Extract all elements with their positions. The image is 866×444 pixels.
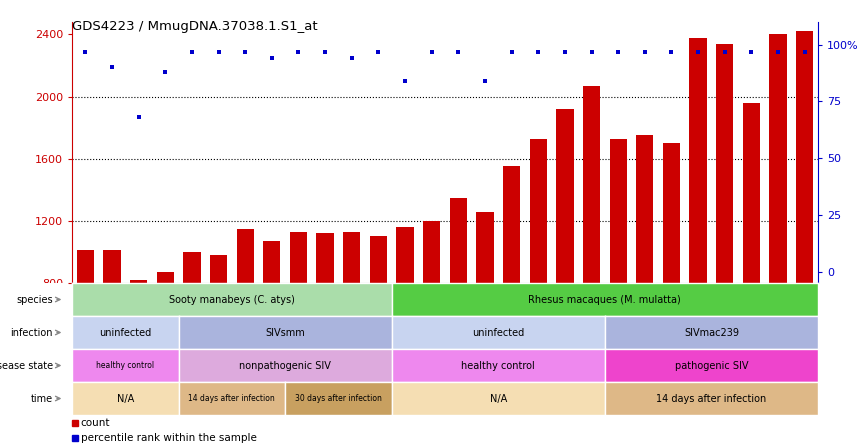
Text: SIVmac239: SIVmac239 <box>684 328 739 337</box>
Text: time: time <box>30 393 53 404</box>
Text: GSM440084: GSM440084 <box>802 286 808 328</box>
Bar <box>103 250 120 283</box>
Text: N/A: N/A <box>117 393 134 404</box>
Bar <box>716 44 734 283</box>
Text: healthy control: healthy control <box>96 361 154 370</box>
Text: GSM440059: GSM440059 <box>136 286 142 328</box>
Text: GSM440079: GSM440079 <box>669 286 675 329</box>
Bar <box>476 211 494 283</box>
Text: GDS4223 / MmugDNA.37038.1.S1_at: GDS4223 / MmugDNA.37038.1.S1_at <box>72 20 318 33</box>
Text: nonpathogenic SIV: nonpathogenic SIV <box>239 361 331 370</box>
Text: GSM440075: GSM440075 <box>562 286 568 328</box>
Text: GSM440057: GSM440057 <box>82 286 88 328</box>
Text: GSM440082: GSM440082 <box>748 286 754 328</box>
Text: species: species <box>16 294 53 305</box>
Text: pathogenic SIV: pathogenic SIV <box>675 361 748 370</box>
Text: GSM440073: GSM440073 <box>508 286 514 329</box>
Bar <box>184 252 201 283</box>
Bar <box>503 166 520 283</box>
Bar <box>689 38 707 283</box>
Text: GSM440058: GSM440058 <box>109 286 115 328</box>
Text: 30 days after infection: 30 days after infection <box>295 394 382 403</box>
Bar <box>637 135 654 283</box>
Bar <box>130 280 147 283</box>
Bar <box>662 143 680 283</box>
Bar <box>583 86 600 283</box>
Text: GSM440061: GSM440061 <box>189 286 195 329</box>
Text: Sooty manabeys (C. atys): Sooty manabeys (C. atys) <box>169 294 294 305</box>
Text: percentile rank within the sample: percentile rank within the sample <box>81 432 256 443</box>
Text: GSM440081: GSM440081 <box>721 286 727 329</box>
Bar <box>343 232 360 283</box>
Text: SIVsmm: SIVsmm <box>265 328 305 337</box>
Bar <box>769 35 786 283</box>
Text: uninfected: uninfected <box>100 328 152 337</box>
Text: GSM440066: GSM440066 <box>322 286 328 329</box>
Text: count: count <box>81 418 110 428</box>
Text: N/A: N/A <box>489 393 507 404</box>
Text: GSM440078: GSM440078 <box>642 286 648 329</box>
Text: GSM440067: GSM440067 <box>349 286 355 329</box>
Text: GSM440071: GSM440071 <box>456 286 462 329</box>
Text: 14 days after infection: 14 days after infection <box>656 393 766 404</box>
Bar <box>263 241 281 283</box>
Text: GSM440065: GSM440065 <box>295 286 301 328</box>
Text: GSM440064: GSM440064 <box>268 286 275 328</box>
Text: GSM440070: GSM440070 <box>429 286 435 329</box>
Text: GSM440068: GSM440068 <box>375 286 381 329</box>
Bar <box>236 229 254 283</box>
Text: infection: infection <box>10 328 53 337</box>
Bar <box>370 236 387 283</box>
Text: GSM440069: GSM440069 <box>402 286 408 329</box>
Bar <box>449 198 467 283</box>
Bar <box>423 221 440 283</box>
Text: 14 days after infection: 14 days after infection <box>189 394 275 403</box>
Text: GSM440072: GSM440072 <box>482 286 488 328</box>
Text: GSM440080: GSM440080 <box>695 286 701 329</box>
Text: GSM440083: GSM440083 <box>775 286 781 329</box>
Bar <box>556 109 573 283</box>
Text: uninfected: uninfected <box>472 328 525 337</box>
Text: GSM440062: GSM440062 <box>216 286 222 328</box>
Bar <box>210 255 227 283</box>
Text: GSM440063: GSM440063 <box>242 286 249 329</box>
Bar <box>157 272 174 283</box>
Bar <box>610 139 627 283</box>
Text: GSM440077: GSM440077 <box>615 286 621 329</box>
Bar <box>796 32 813 283</box>
Bar <box>290 232 307 283</box>
Text: GSM440076: GSM440076 <box>589 286 595 329</box>
Text: Rhesus macaques (M. mulatta): Rhesus macaques (M. mulatta) <box>528 294 682 305</box>
Text: healthy control: healthy control <box>462 361 535 370</box>
Bar <box>316 233 333 283</box>
Text: GSM440074: GSM440074 <box>535 286 541 328</box>
Bar <box>77 250 94 283</box>
Bar <box>397 227 414 283</box>
Text: disease state: disease state <box>0 361 53 370</box>
Bar <box>743 103 760 283</box>
Text: GSM440060: GSM440060 <box>162 286 168 329</box>
Bar <box>530 139 547 283</box>
